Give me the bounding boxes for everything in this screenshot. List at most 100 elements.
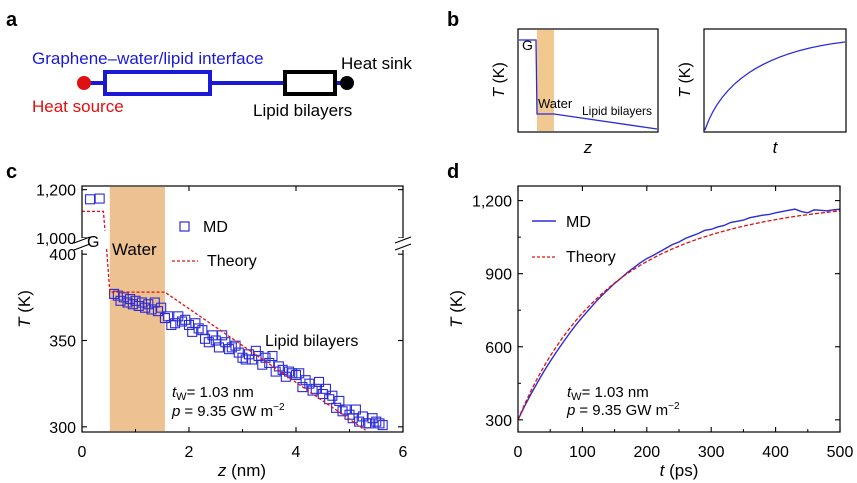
d-tick-labels: 0 100 200 300 400 500 300 600 900 1,200 [472,194,853,461]
d-xtick-label: 400 [762,444,789,461]
c-xlabel-var: z [217,461,227,480]
c-md-point [243,349,254,360]
d-ann-tw-sub: W [571,391,582,403]
c-md-point [159,313,170,324]
c-break-mark-right-1 [394,236,412,244]
c-axis-ticks [81,186,404,432]
c-ytick-upper-label: 1,000 [36,231,76,248]
b-left-ylabel-var: T [491,87,508,98]
d-ann-p-exp: −2 [668,401,680,412]
c-md-point [152,306,164,317]
c-md-point [354,416,365,427]
d-xtick-label: 500 [827,444,854,461]
c-md-point [190,318,201,329]
c-graphene-label: G [87,234,99,251]
panel-label-b: b [447,9,459,31]
c-ann-tw-value: = 1.03 nm [187,384,254,401]
d-theory-line [517,210,841,421]
c-md-point [210,335,221,346]
c-md-point [183,319,195,331]
c-md-point [226,342,237,353]
d-xtick-label: 300 [698,444,725,461]
c-axis-break-left [72,238,92,250]
c-md-point [324,394,335,405]
d-xtick-label: 100 [569,444,596,461]
d-ann-tw-value: = 1.03 nm [582,384,649,401]
d-legend-md-label: MD [566,214,591,231]
c-md-point [257,359,268,370]
c-xtick-label: 2 [185,444,194,461]
c-md-point [136,297,147,308]
c-ann-p-value: = 9.35 GW m [184,403,273,420]
c-ylabel: T (K) [15,290,34,328]
c-md-point [294,368,305,379]
heating-curve [704,41,846,131]
d-ytick-label: 600 [485,340,512,357]
b-right-xlabel: t [773,138,779,157]
c-md-point [260,352,271,363]
c-md-point [130,295,141,306]
c-md-point [122,297,133,308]
c-break-mark-right-2 [394,243,412,251]
d-axis-ticks [517,186,841,432]
lipid-resistor [283,70,337,96]
d-legend-theory-label: Theory [566,249,616,266]
c-xlabel-unit: (nm) [231,461,266,480]
c-md-point [317,388,328,400]
d-xlabel-unit: (ps) [669,461,698,480]
d-theory-curve [517,210,841,421]
c-md-point [331,402,342,413]
c-md-point [146,304,157,315]
c-annotation-p: p = 9.35 GW m−2 [171,402,285,420]
d-ann-p-var: p [566,402,575,419]
schematic-frame-left [517,28,659,133]
c-legend-theory-label: Theory [207,253,257,270]
c-md-point [118,292,129,303]
b-left-ylabel-unit: (K) [491,62,508,83]
c-ytick-upper-label: 1,200 [36,183,76,200]
c-md-point [233,347,244,358]
c-md-point [371,416,382,427]
c-md-point [240,354,251,365]
b-right-ylabel-var: T [677,87,694,98]
d-ylabel-var: T [447,316,466,328]
c-ytick-label: 350 [49,334,76,351]
c-md-point [180,314,191,325]
c-md-point [250,345,261,356]
b-right-ylabel-unit: (K) [677,62,694,83]
heat-source-dot [77,76,91,90]
c-md-point [140,302,151,313]
c-md-point [217,330,228,341]
c-md-point [377,420,388,431]
c-md-point-upper [94,193,105,204]
b-left-ylabel: T (K) [491,62,508,98]
c-md-point [264,357,275,368]
c-theory-lower [105,248,366,431]
b-right-ylabel: T (K) [677,62,694,98]
c-ann-p-var: p [171,403,180,420]
d-xlabel: t (ps) [660,461,699,480]
c-md-point [304,378,315,389]
interface-label: Graphene–water/lipid interface [32,49,264,68]
c-md-point-upper [84,194,96,205]
c-md-point [247,354,258,365]
d-ylabel: T (K) [447,290,466,328]
c-md-point [170,318,181,329]
c-md-point [237,352,248,363]
d-ytick-label: 300 [485,413,512,430]
water-region [537,30,554,131]
c-md-point [207,330,218,341]
c-md-point [310,383,321,394]
d-xtick-label: 0 [514,444,523,461]
c-ann-tw-sub: W [176,391,187,403]
d-ann-tw-var: t [567,384,572,401]
panel-label-a: a [6,9,18,31]
c-legend-md-label: MD [203,219,228,236]
c-md-point [273,361,284,372]
c-legend-md-marker [179,221,190,232]
c-ylabel-unit: (K) [15,290,34,313]
c-annotation-tw: tW= 1.03 nm [172,384,254,403]
b-left-xlabel: z [583,138,593,157]
